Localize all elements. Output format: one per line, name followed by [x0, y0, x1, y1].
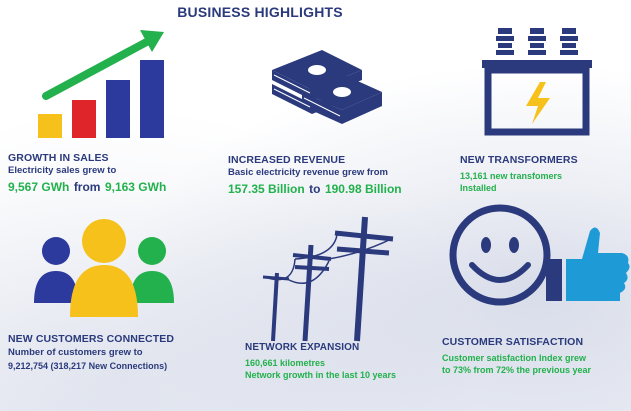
customers-count: 9,212,754 (318,217 New Connections): [8, 361, 168, 371]
transformers-count: 13,161 new transfomers: [460, 171, 563, 181]
transformers-title: NEW TRANSFORMERS: [460, 154, 578, 166]
sales-value-old: 9,163 GWh: [104, 180, 167, 194]
revenue-to-label: to: [309, 182, 321, 196]
tile-new-customers: NEW CUSTOMERS CONNECTED Number of custom…: [0, 205, 225, 411]
sales-description: Electricity sales grew to: [8, 165, 117, 176]
tile-network-expansion: NETWORK EXPANSION 160,661 kilometres Net…: [225, 205, 440, 411]
revenue-title: INCREASED REVENUE: [228, 154, 346, 166]
bar-chart-growth-icon: [38, 30, 164, 138]
sales-value-new: 9,567 GWh: [8, 180, 70, 194]
transformer-icon: [482, 28, 592, 136]
satisfaction-index: Customer satisfaction Index grew: [442, 353, 587, 363]
network-title: NETWORK EXPANSION: [245, 342, 360, 353]
revenue-description: Basic electricity revenue grew from: [228, 167, 388, 178]
satisfaction-comparison: to 73% from 72% the previous year: [442, 365, 592, 375]
transformers-installed: Installed: [460, 183, 497, 193]
revenue-value-old: 157.35 Billion: [228, 182, 305, 196]
network-growth-period: Network growth in the last 10 years: [245, 370, 397, 380]
customers-title: NEW CUSTOMERS CONNECTED: [8, 333, 175, 345]
money-stack-icon: [272, 50, 382, 124]
revenue-value-new: 190.98 Billion: [324, 182, 402, 196]
power-poles-icon: [262, 216, 394, 342]
people-group-icon: [34, 219, 174, 317]
network-kilometres: 160,661 kilometres: [245, 358, 326, 368]
sales-title: GROWTH IN SALES: [8, 152, 109, 164]
page-title: BUSINESS HIGHLIGHTS: [177, 4, 343, 20]
satisfaction-title: CUSTOMER SATISFACTION: [442, 336, 584, 348]
tile-new-transformers: NEW TRANSFORMERS 13,161 new transfomers …: [440, 0, 631, 200]
customers-description: Number of customers grew to: [8, 347, 143, 358]
sales-from-label: from: [73, 180, 101, 194]
tile-growth-in-sales: GROWTH IN SALES Electricity sales grew t…: [0, 0, 220, 200]
tile-customer-satisfaction: CUSTOMER SATISFACTION Customer satisfact…: [440, 204, 631, 411]
smiley-thumbs-up-icon: [449, 204, 630, 306]
tile-increased-revenue: INCREASED REVENUE Basic electricity reve…: [220, 0, 440, 200]
